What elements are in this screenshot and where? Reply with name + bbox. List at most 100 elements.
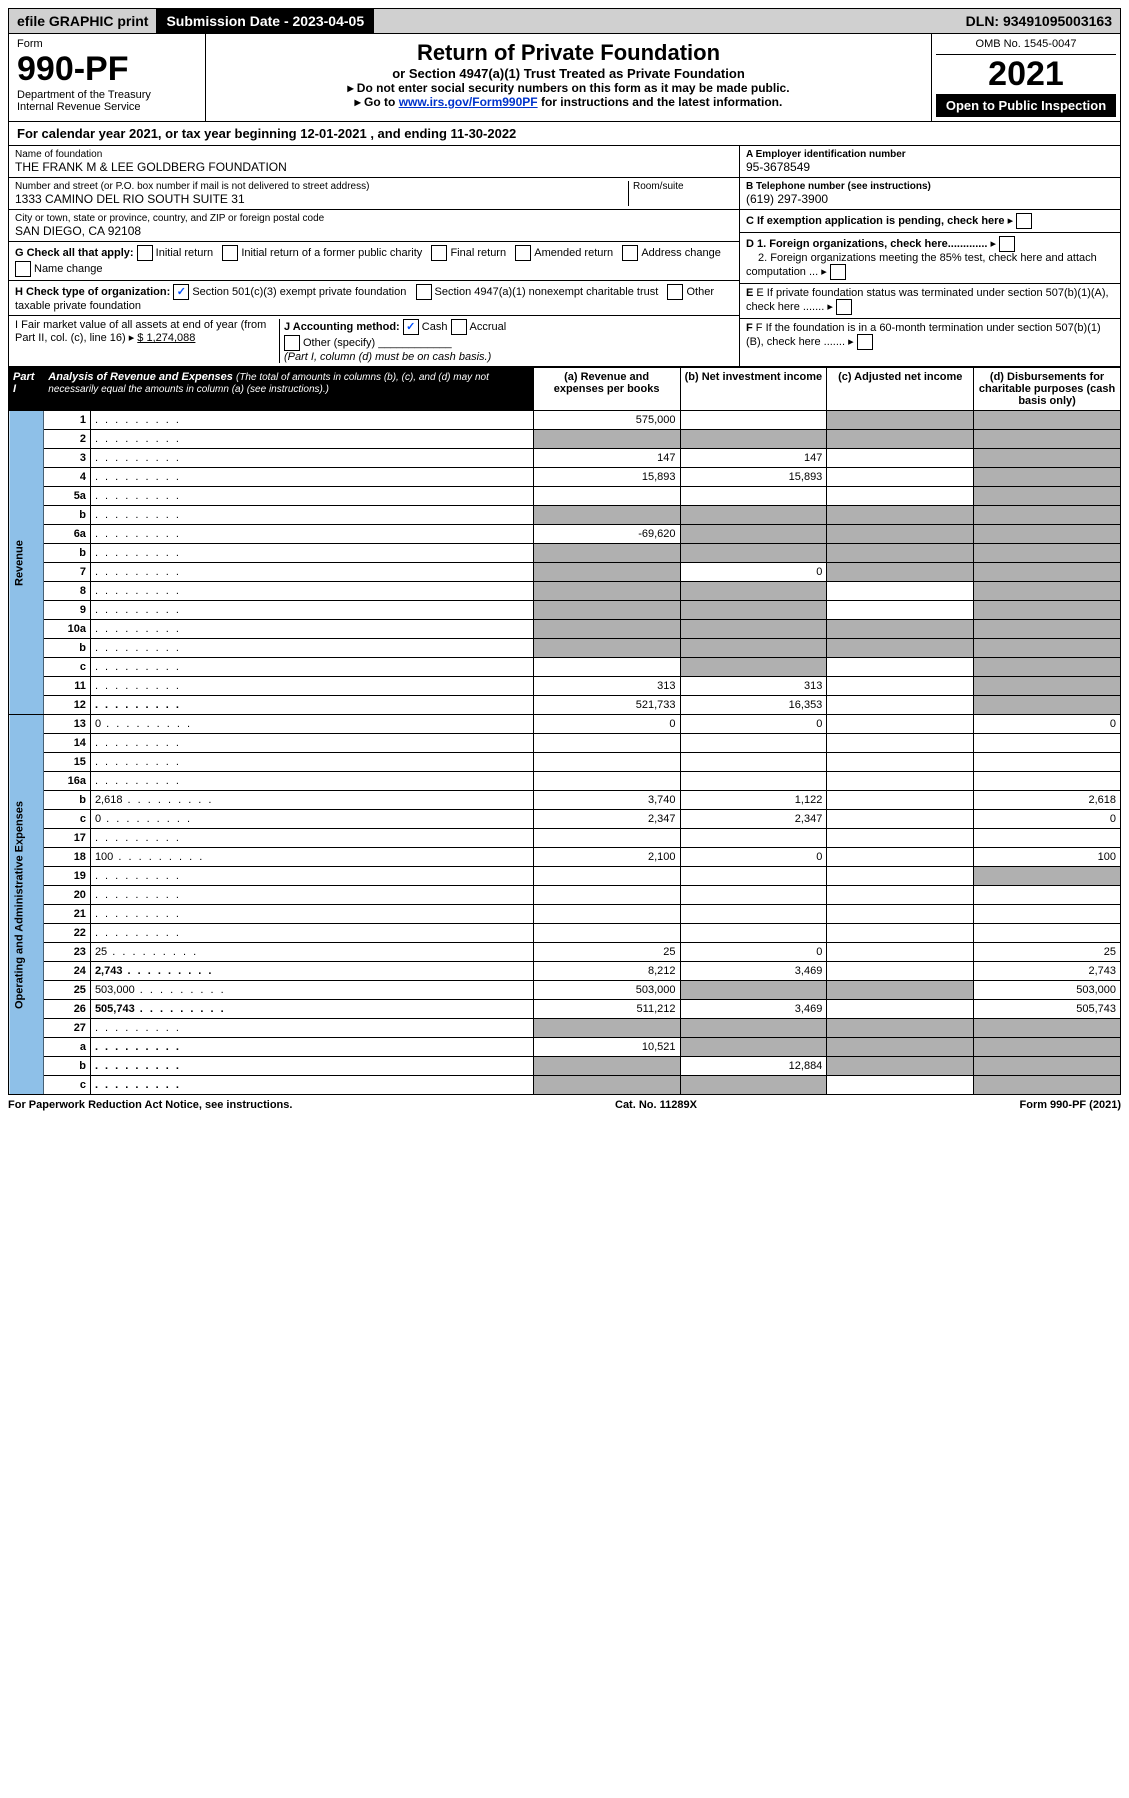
cell-c (827, 715, 974, 734)
cell-d (974, 1076, 1121, 1095)
table-row: Operating and Administrative Expenses130… (9, 715, 1121, 734)
d1-checkbox[interactable] (999, 236, 1015, 252)
line-number: 18 (44, 848, 91, 867)
cell-c (827, 810, 974, 829)
line-number: 9 (44, 601, 91, 620)
line-number: 7 (44, 563, 91, 582)
h-checkbox[interactable] (416, 284, 432, 300)
table-row: 5a (9, 487, 1121, 506)
cell-a (533, 582, 680, 601)
table-row: a10,521 (9, 1038, 1121, 1057)
omb-number: OMB No. 1545-0047 (936, 38, 1116, 55)
line-number: 12 (44, 696, 91, 715)
cell-b: 147 (680, 449, 827, 468)
form-subtitle: or Section 4947(a)(1) Trust Treated as P… (212, 66, 925, 81)
table-row: 21 (9, 905, 1121, 924)
form-title: Return of Private Foundation (212, 40, 925, 66)
g-checkbox[interactable] (222, 245, 238, 261)
c-checkbox[interactable] (1016, 213, 1032, 229)
cell-b (680, 753, 827, 772)
cell-c (827, 753, 974, 772)
line-number: 8 (44, 582, 91, 601)
g-checkbox[interactable] (15, 261, 31, 277)
line-desc: 0 (90, 810, 533, 829)
line-desc (90, 468, 533, 487)
cell-c (827, 582, 974, 601)
cash-checkbox[interactable] (403, 319, 419, 335)
part1-table: Part I Analysis of Revenue and Expenses … (8, 367, 1121, 1095)
col-a: (a) Revenue and expenses per books (533, 368, 680, 411)
cell-a: -69,620 (533, 525, 680, 544)
h-checkbox[interactable] (667, 284, 683, 300)
ein-value: 95-3678549 (746, 160, 1114, 174)
cell-a (533, 772, 680, 791)
addr-label: Number and street (or P.O. box number if… (15, 181, 628, 192)
line-number: b (44, 544, 91, 563)
footer-left: For Paperwork Reduction Act Notice, see … (8, 1099, 292, 1111)
line-number: b (44, 791, 91, 810)
f-checkbox[interactable] (857, 334, 873, 350)
cell-a (533, 620, 680, 639)
cell-d (974, 449, 1121, 468)
cell-d: 100 (974, 848, 1121, 867)
cell-d: 0 (974, 715, 1121, 734)
table-row: 6a-69,620 (9, 525, 1121, 544)
i-value: $ 1,274,088 (137, 332, 195, 344)
cell-c (827, 848, 974, 867)
table-row: c02,3472,3470 (9, 810, 1121, 829)
table-row: 2 (9, 430, 1121, 449)
irs-link[interactable]: www.irs.gov/Form990PF (399, 95, 538, 109)
d2-checkbox[interactable] (830, 264, 846, 280)
calendar-year: For calendar year 2021, or tax year begi… (8, 122, 1121, 146)
cell-d: 25 (974, 943, 1121, 962)
g-checkbox[interactable] (431, 245, 447, 261)
cell-d (974, 506, 1121, 525)
col-d: (d) Disbursements for charitable purpose… (974, 368, 1121, 411)
accrual-checkbox[interactable] (451, 319, 467, 335)
line-number: 20 (44, 886, 91, 905)
line-desc (90, 886, 533, 905)
e-checkbox[interactable] (836, 299, 852, 315)
cell-a (533, 563, 680, 582)
table-row: 181002,1000100 (9, 848, 1121, 867)
line-number: 23 (44, 943, 91, 962)
line-desc: 100 (90, 848, 533, 867)
g-section: G Check all that apply: Initial return I… (9, 242, 739, 281)
line-desc (90, 563, 533, 582)
cell-c (827, 1000, 974, 1019)
cell-b (680, 658, 827, 677)
line-number: 1 (44, 411, 91, 430)
cell-d (974, 696, 1121, 715)
line-desc: 0 (90, 715, 533, 734)
table-row: 25503,000503,000503,000 (9, 981, 1121, 1000)
cell-d: 0 (974, 810, 1121, 829)
g-checkbox[interactable] (515, 245, 531, 261)
cell-c (827, 1076, 974, 1095)
g-checkbox[interactable] (137, 245, 153, 261)
line-number: c (44, 1076, 91, 1095)
cell-a: 0 (533, 715, 680, 734)
line-desc (90, 772, 533, 791)
h-checkbox[interactable] (173, 284, 189, 300)
line-desc (90, 601, 533, 620)
cell-a: 575,000 (533, 411, 680, 430)
cell-d (974, 563, 1121, 582)
cell-b (680, 924, 827, 943)
cell-a (533, 1019, 680, 1038)
table-row: 415,89315,893 (9, 468, 1121, 487)
g-checkbox[interactable] (622, 245, 638, 261)
cell-a: 313 (533, 677, 680, 696)
table-row: 17 (9, 829, 1121, 848)
cell-a (533, 639, 680, 658)
cell-a (533, 487, 680, 506)
table-row: 20 (9, 886, 1121, 905)
table-row: c (9, 1076, 1121, 1095)
other-checkbox[interactable] (284, 335, 300, 351)
cell-b: 1,122 (680, 791, 827, 810)
foundation-info: Name of foundation THE FRANK M & LEE GOL… (8, 146, 1121, 367)
line-desc: 25 (90, 943, 533, 962)
cell-c (827, 1019, 974, 1038)
cell-c (827, 525, 974, 544)
instr-2: ▸ Go to www.irs.gov/Form990PF for instru… (212, 95, 925, 109)
cell-b: 0 (680, 943, 827, 962)
